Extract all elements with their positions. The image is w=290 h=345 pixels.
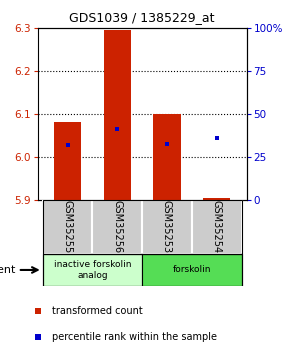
Title: GDS1039 / 1385229_at: GDS1039 / 1385229_at xyxy=(69,11,215,24)
Bar xyxy=(43,200,93,254)
Bar xyxy=(142,254,242,286)
Text: forskolin: forskolin xyxy=(173,265,211,275)
Text: GSM35255: GSM35255 xyxy=(63,200,72,254)
Text: GSM35256: GSM35256 xyxy=(112,200,122,253)
Text: percentile rank within the sample: percentile rank within the sample xyxy=(52,332,217,342)
Bar xyxy=(142,200,192,254)
Text: GSM35254: GSM35254 xyxy=(212,200,222,253)
Bar xyxy=(203,198,230,200)
Bar xyxy=(43,254,142,286)
Bar xyxy=(153,114,181,200)
Text: transformed count: transformed count xyxy=(52,306,143,316)
Text: agent: agent xyxy=(0,265,15,275)
Bar xyxy=(192,200,242,254)
Bar xyxy=(43,200,242,254)
Bar xyxy=(93,200,142,254)
Bar xyxy=(43,254,242,286)
Bar xyxy=(104,30,131,200)
Text: GSM35253: GSM35253 xyxy=(162,200,172,253)
Text: inactive forskolin
analog: inactive forskolin analog xyxy=(54,260,131,280)
Bar xyxy=(54,122,81,200)
